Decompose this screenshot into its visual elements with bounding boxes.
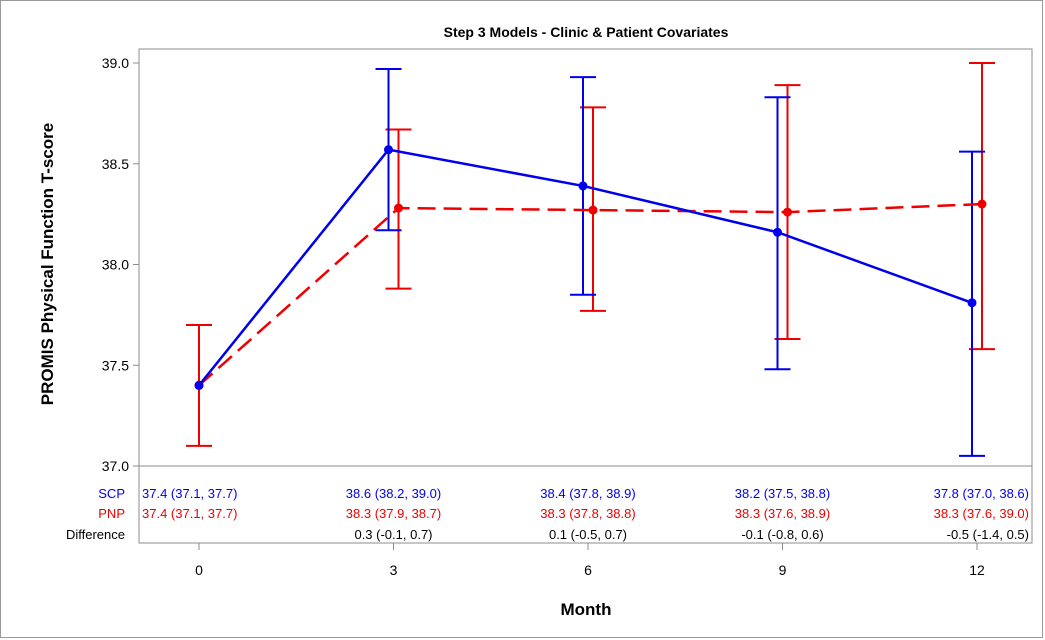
y-axis-title: PROMIS Physical Function T-score <box>38 123 57 405</box>
series-layer <box>186 62 995 457</box>
table-cell: 0.1 (-0.5, 0.7) <box>549 527 627 542</box>
table-cell: 37.4 (37.1, 37.7) <box>142 506 237 521</box>
data-point-pnp <box>588 205 598 215</box>
y-tick-label: 38.5 <box>102 156 129 172</box>
x-tick-label: 0 <box>195 562 203 578</box>
table-cell: 38.3 (37.6, 39.0) <box>934 506 1029 521</box>
table-cell: 38.4 (37.8, 38.9) <box>540 486 635 501</box>
data-point-scp <box>384 145 393 155</box>
y-axis: 37.0 37.5 38.0 38.5 39.0 <box>102 55 139 474</box>
table-cell: 38.3 (37.6, 38.9) <box>735 506 830 521</box>
y-tick-label: 38.0 <box>102 257 129 273</box>
data-point-scp <box>578 181 588 191</box>
table-cell: 0.3 (-0.1, 0.7) <box>354 527 432 542</box>
x-axis: 0 3 6 9 12 <box>195 543 985 578</box>
x-tick-label: 3 <box>390 562 398 578</box>
data-point-scp <box>967 298 977 308</box>
table-cell: 38.3 (37.9, 38.7) <box>346 506 441 521</box>
x-tick-label: 9 <box>779 562 787 578</box>
x-tick-label: 12 <box>969 562 985 578</box>
table-cell: 38.3 (37.8, 38.8) <box>540 506 635 521</box>
table-cell: 38.6 (38.2, 39.0) <box>346 486 441 501</box>
table-row-label: Difference <box>66 527 125 542</box>
plot-frame <box>138 48 1033 544</box>
chart-title: Step 3 Models - Clinic & Patient Covaria… <box>444 24 729 40</box>
y-tick-label: 37.0 <box>102 458 129 474</box>
y-tick-label: 37.5 <box>102 357 129 373</box>
table-cell: -0.1 (-0.8, 0.6) <box>741 527 823 542</box>
data-point-scp <box>773 227 782 237</box>
y-tick-label: 39.0 <box>102 55 129 71</box>
data-point-pnp <box>783 207 792 217</box>
x-axis-title: Month <box>561 600 612 619</box>
data-point-pnp <box>977 199 987 209</box>
x-tick-label: 6 <box>584 562 592 578</box>
table-row-label: SCP <box>98 486 125 501</box>
table-cell: 38.2 (37.5, 38.8) <box>735 486 830 501</box>
table-cell: 37.8 (37.0, 38.6) <box>934 486 1029 501</box>
data-point-pnp <box>394 203 403 213</box>
table-cell: -0.5 (-1.4, 0.5) <box>947 527 1029 542</box>
table-cell: 37.4 (37.1, 37.7) <box>142 486 237 501</box>
value-table: SCP 37.4 (37.1, 37.7) 38.6 (38.2, 39.0) 38.… <box>66 486 1029 542</box>
table-row-label: PNP <box>98 506 125 521</box>
data-point-scp <box>194 380 204 390</box>
